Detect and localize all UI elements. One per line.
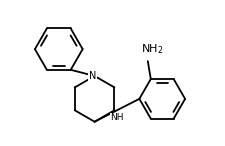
Text: N: N [89,71,96,81]
Text: NH: NH [110,113,124,122]
Text: NH$_2$: NH$_2$ [140,42,163,56]
